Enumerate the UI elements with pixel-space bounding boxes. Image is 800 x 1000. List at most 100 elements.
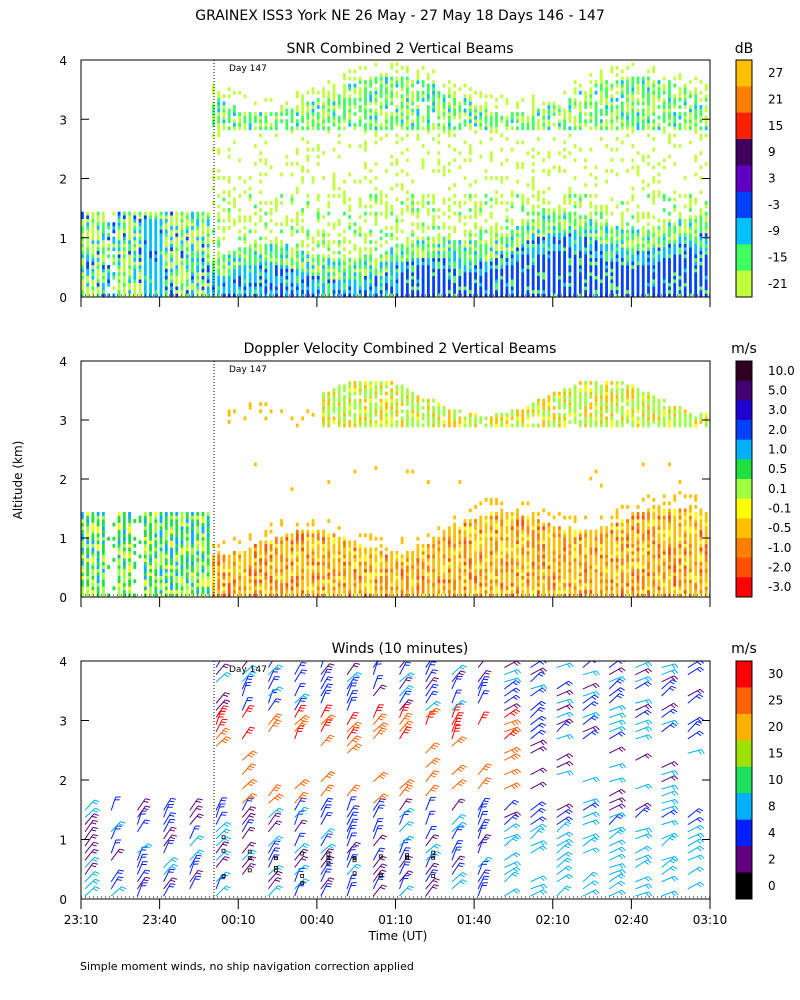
snr-cell — [447, 261, 451, 266]
snr-colorbar-label: 27 — [768, 66, 783, 80]
snr-cell — [364, 204, 367, 209]
snr-cell — [678, 222, 682, 227]
snr-cell — [620, 265, 624, 269]
snr-cell — [468, 236, 472, 241]
snr-cell — [447, 233, 451, 237]
snr-cell — [631, 225, 635, 230]
snr-cell — [369, 204, 373, 209]
doppler-cell — [117, 582, 121, 587]
doppler-cell — [253, 579, 257, 584]
snr-cell — [474, 279, 477, 284]
snr-cell — [217, 240, 221, 244]
snr-cell — [510, 193, 514, 198]
snr-cell — [510, 250, 514, 255]
snr-cell — [201, 211, 205, 216]
doppler-cell — [138, 554, 142, 559]
snr-cell — [374, 161, 378, 166]
doppler-cell — [91, 533, 95, 538]
snr-cell — [91, 279, 95, 284]
doppler-cell — [170, 593, 173, 597]
snr-cell — [343, 240, 346, 244]
snr-cell — [332, 279, 336, 284]
snr-cell — [652, 190, 656, 195]
snr-cell — [253, 112, 257, 116]
snr-cell — [348, 115, 352, 120]
snr-cell — [537, 119, 540, 124]
snr-cell — [81, 211, 84, 216]
snr-cell — [557, 233, 561, 237]
snr-cell — [484, 250, 488, 255]
snr-cell — [426, 115, 430, 120]
doppler-cell — [86, 540, 90, 545]
snr-cell — [149, 233, 152, 237]
doppler-cell — [327, 561, 331, 566]
doppler-cell — [295, 533, 299, 538]
doppler-cell — [227, 412, 231, 417]
snr-cell — [647, 97, 650, 102]
snr-cell — [81, 257, 84, 262]
snr-cell — [416, 236, 420, 241]
snr-cell — [122, 261, 126, 266]
doppler-cell — [91, 529, 95, 534]
snr-cell — [694, 87, 698, 92]
snr-cell — [81, 218, 84, 223]
doppler-cell — [322, 589, 325, 594]
doppler-cell — [290, 586, 294, 591]
doppler-cell — [269, 558, 273, 562]
snr-cell — [285, 122, 289, 127]
snr-cell — [253, 282, 257, 287]
snr-cell — [238, 112, 242, 116]
snr-cell — [390, 272, 394, 276]
snr-cell — [274, 293, 278, 297]
snr-colorbar-swatch — [736, 112, 752, 140]
doppler-cell — [133, 561, 137, 566]
snr-cell — [704, 122, 708, 127]
snr-cell — [180, 240, 184, 244]
doppler-cell — [301, 561, 304, 566]
snr-cell — [259, 243, 263, 248]
snr-cell — [369, 94, 373, 99]
snr-cell — [143, 236, 147, 241]
snr-cell — [316, 147, 320, 152]
snr-cell — [86, 279, 90, 284]
snr-cell — [526, 183, 530, 188]
snr-cell — [128, 268, 131, 273]
snr-cell — [327, 279, 331, 284]
snr-cell — [316, 240, 320, 244]
snr-cell — [678, 122, 682, 127]
snr-cell — [453, 229, 456, 234]
snr-cell — [390, 161, 394, 166]
snr-cell — [411, 108, 415, 113]
snr-cell — [390, 204, 394, 209]
snr-cell — [657, 243, 661, 248]
doppler-cell — [274, 536, 278, 541]
snr-cell — [489, 272, 493, 276]
snr-cell — [311, 236, 315, 241]
snr-cell — [704, 105, 708, 109]
snr-cell — [537, 204, 540, 209]
snr-cell — [222, 289, 226, 294]
snr-cell — [636, 112, 640, 116]
snr-cell — [453, 275, 456, 280]
doppler-cell — [164, 536, 168, 541]
snr-cell — [217, 215, 221, 220]
snr-cell — [180, 211, 184, 216]
snr-cell — [626, 233, 629, 237]
snr-cell — [180, 289, 184, 294]
snr-cell — [641, 122, 645, 127]
doppler-cell — [81, 512, 84, 516]
doppler-cell — [316, 565, 320, 569]
snr-cell — [678, 257, 682, 262]
snr-cell — [138, 218, 142, 223]
snr-cell — [217, 279, 221, 284]
snr-cell — [185, 261, 189, 266]
doppler-cell — [86, 589, 90, 594]
doppler-cell — [259, 554, 263, 559]
snr-cell — [343, 289, 346, 294]
snr-cell — [348, 204, 352, 209]
snr-cell — [647, 115, 650, 120]
snr-cell — [662, 208, 666, 212]
snr-cell — [620, 105, 624, 109]
snr-cell — [484, 257, 488, 262]
snr-cell — [164, 243, 168, 248]
